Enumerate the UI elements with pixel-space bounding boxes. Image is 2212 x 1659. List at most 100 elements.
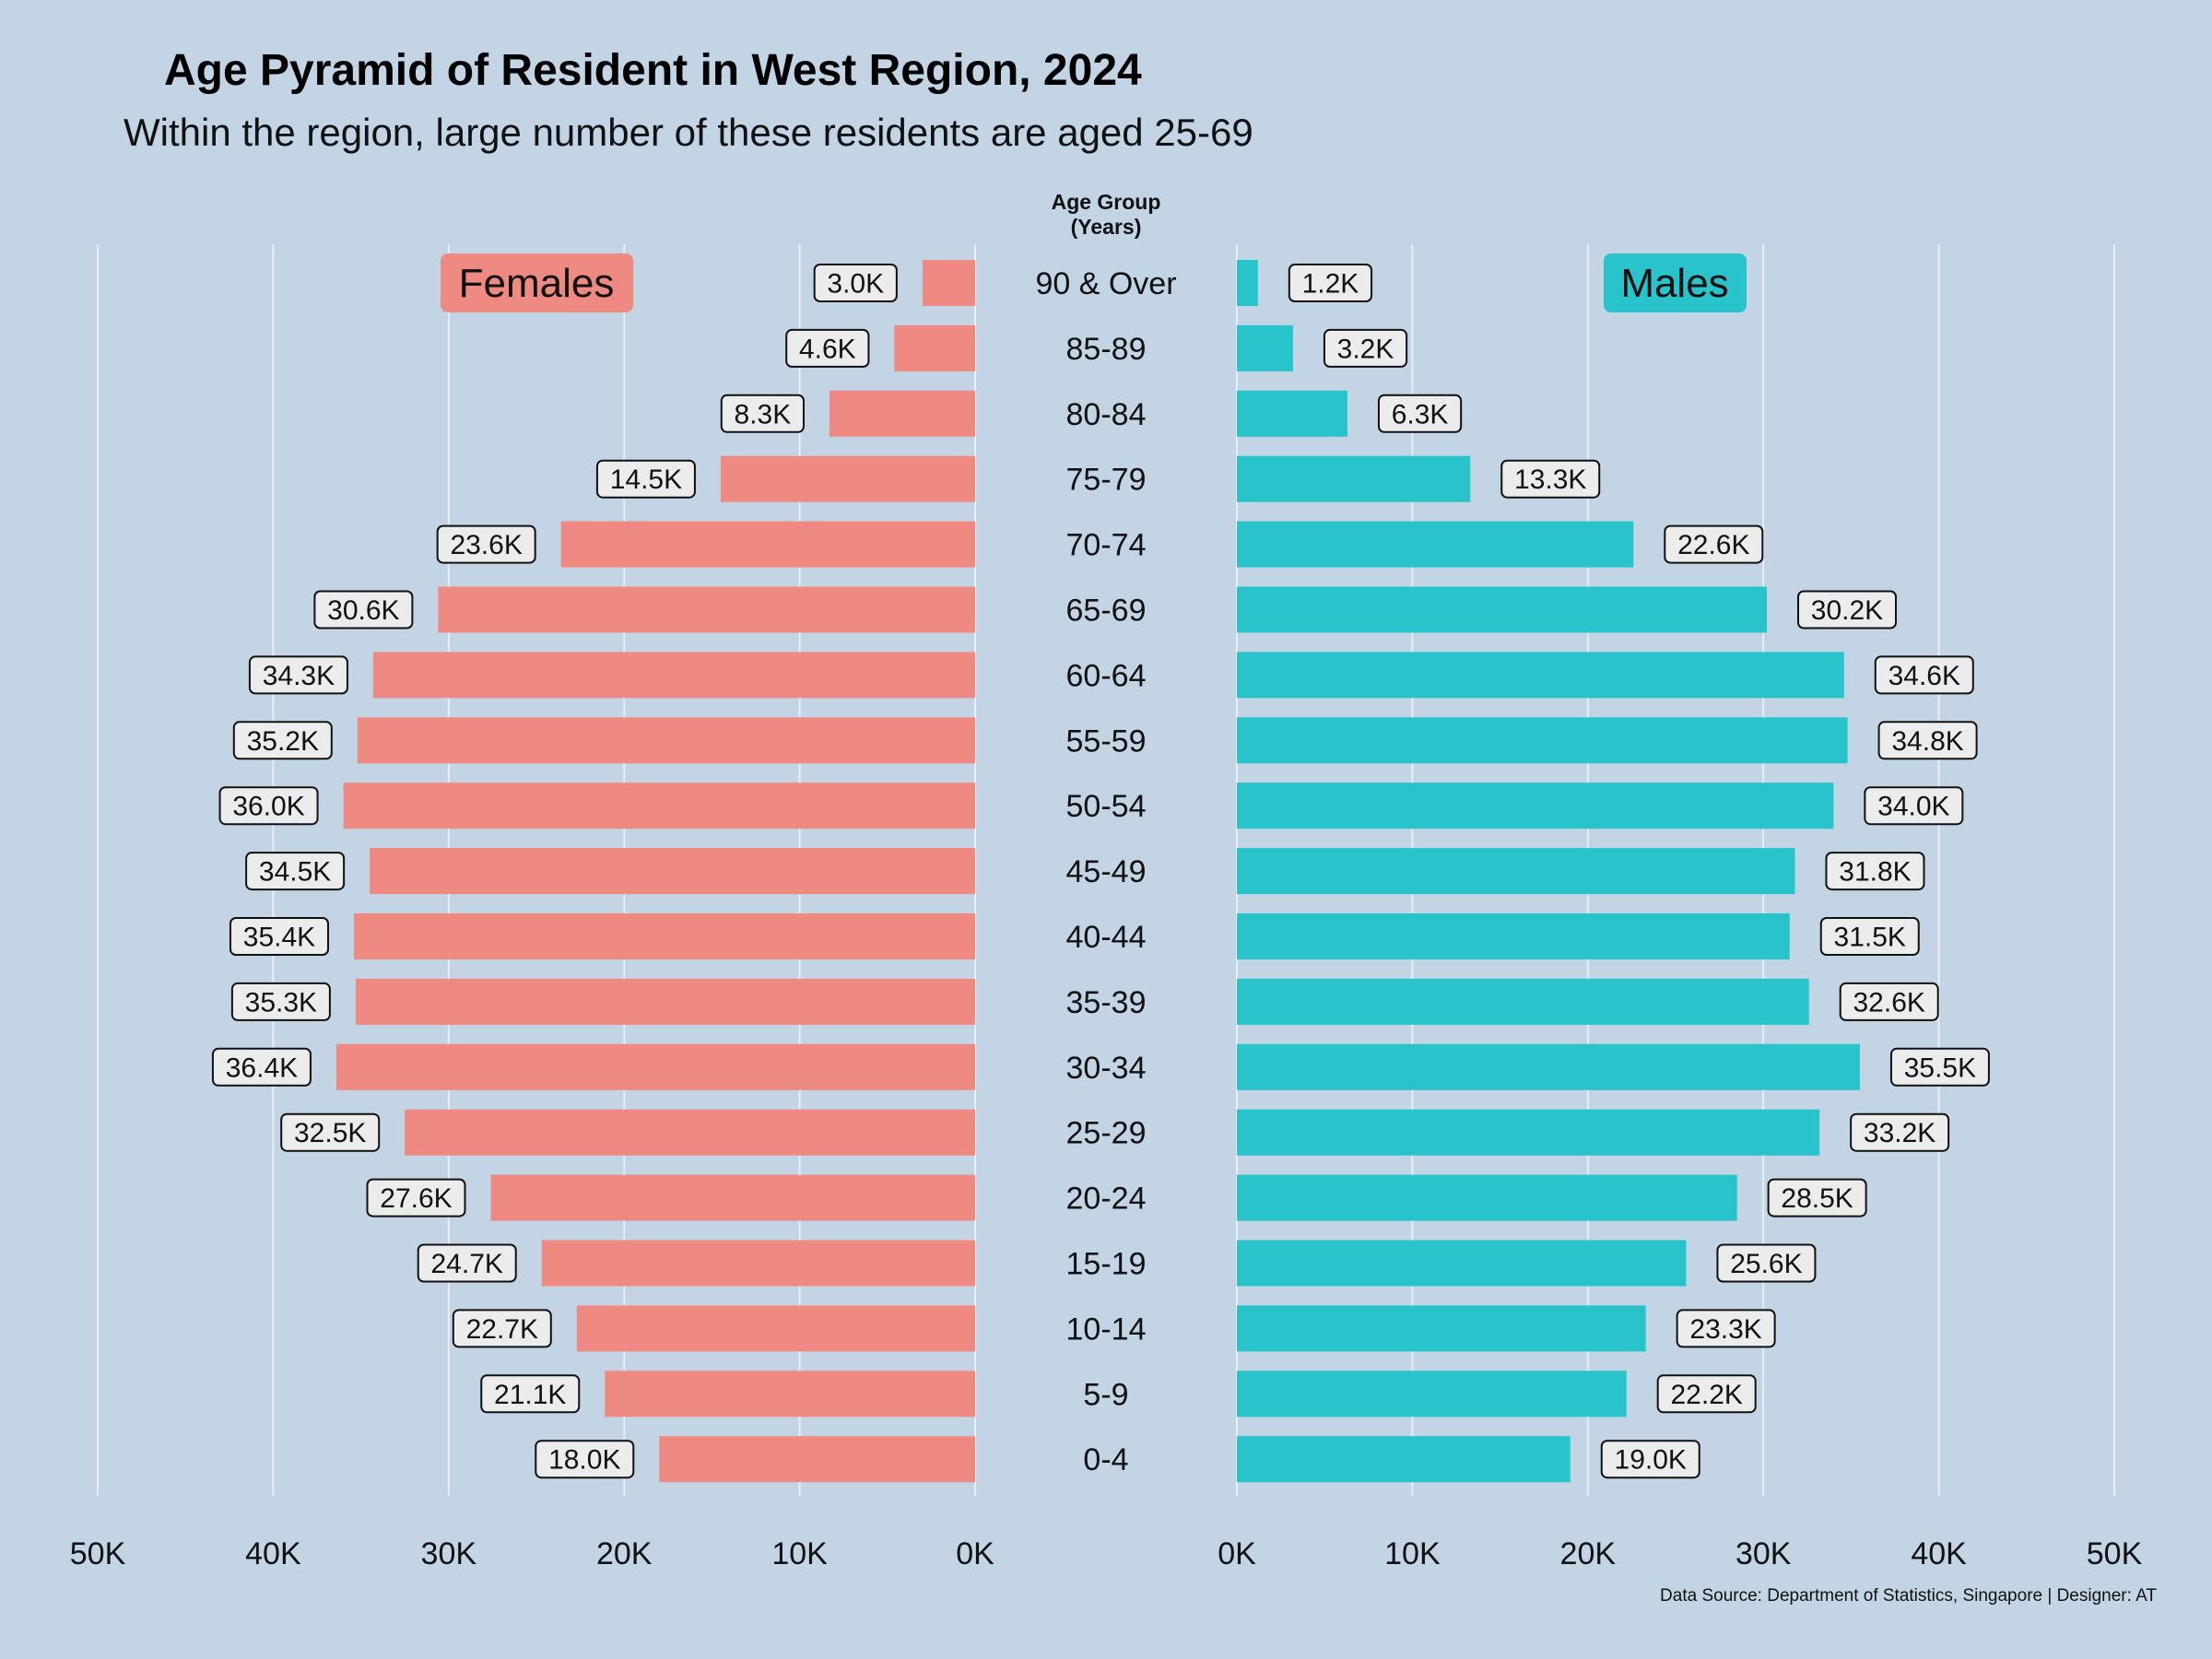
chart-caption: Data Source: Department of Statistics, S… bbox=[1660, 1586, 2157, 1606]
male-data-label-text: 34.8K bbox=[1891, 726, 1963, 757]
male-data-label-text: 25.6K bbox=[1730, 1249, 1802, 1279]
male-bar bbox=[1237, 521, 1634, 568]
male-data-label-box bbox=[1874, 655, 1974, 695]
male-bar bbox=[1237, 1240, 1687, 1287]
female-bar bbox=[894, 324, 975, 371]
male-x-tick-label: 10K bbox=[1384, 1536, 1441, 1571]
male-bar bbox=[1237, 1305, 1646, 1352]
female-data-label: 36.4K bbox=[211, 1047, 312, 1087]
male-data-label-text: 33.2K bbox=[1864, 1118, 1936, 1148]
male-bar bbox=[1237, 717, 1848, 764]
legend-females: Females bbox=[441, 253, 633, 312]
female-data-label-text: 35.3K bbox=[245, 987, 317, 1018]
age-group-label: 20-24 bbox=[1066, 1182, 1147, 1217]
male-bar bbox=[1237, 1174, 1737, 1221]
female-bar bbox=[922, 260, 975, 306]
male-data-label-box bbox=[1767, 1178, 1867, 1218]
age-group-label: 85-89 bbox=[1066, 332, 1147, 367]
female-bar bbox=[372, 652, 976, 699]
female-data-label: 8.3K bbox=[720, 394, 805, 433]
female-data-label: 24.7K bbox=[417, 1243, 517, 1283]
male-data-label-text: 6.3K bbox=[1392, 399, 1449, 429]
age-group-label: 25-29 bbox=[1066, 1116, 1147, 1151]
male-bar bbox=[1237, 260, 1258, 306]
male-data-label-box bbox=[1323, 328, 1408, 368]
female-bars bbox=[335, 260, 976, 1483]
male-data-label: 3.2K bbox=[1323, 328, 1408, 368]
male-data-label: 31.8K bbox=[1825, 852, 1925, 891]
male-data-label: 34.6K bbox=[1874, 655, 1974, 695]
male-data-label-box bbox=[1850, 1112, 1950, 1152]
female-data-label: 4.6K bbox=[785, 328, 870, 368]
female-data-label-box bbox=[595, 459, 696, 499]
female-bar bbox=[438, 586, 976, 633]
male-data-label-box bbox=[1377, 394, 1463, 433]
male-data-label-text: 31.8K bbox=[1839, 857, 1911, 888]
chart-subtitle: Within the region, large number of these… bbox=[124, 111, 1253, 154]
male-bar bbox=[1237, 652, 1844, 699]
male-data-label-text: 31.5K bbox=[1834, 923, 1906, 953]
age-group-label: 70-74 bbox=[1066, 528, 1147, 563]
male-bar bbox=[1237, 782, 1834, 830]
female-data-label: 23.6K bbox=[436, 524, 536, 564]
female-data-label: 30.6K bbox=[313, 590, 414, 629]
male-data-label: 33.2K bbox=[1850, 1112, 1950, 1152]
female-data-label: 35.3K bbox=[230, 982, 331, 1021]
female-data-label-text: 35.4K bbox=[243, 923, 315, 953]
female-x-tick-label: 10K bbox=[771, 1536, 828, 1571]
female-data-label-box bbox=[366, 1178, 466, 1218]
female-data-label: 27.6K bbox=[366, 1178, 466, 1218]
center-axis-label-line2: (Years) bbox=[1071, 215, 1142, 239]
male-bar bbox=[1237, 1109, 1820, 1156]
male-data-label-text: 34.0K bbox=[1877, 792, 1949, 822]
female-bar bbox=[541, 1240, 975, 1287]
female-data-label-text: 8.3K bbox=[735, 399, 792, 429]
age-group-label: 90 & Over bbox=[1035, 266, 1176, 301]
female-bar bbox=[605, 1371, 975, 1418]
male-bar bbox=[1237, 586, 1768, 633]
age-group-label: 60-64 bbox=[1066, 658, 1147, 693]
male-bar bbox=[1237, 913, 1790, 959]
female-data-label-text: 34.5K bbox=[259, 857, 331, 888]
male-bar bbox=[1237, 848, 1795, 895]
male-data-label-box bbox=[1500, 459, 1601, 499]
female-data-label-box bbox=[452, 1309, 552, 1348]
male-data-label: 13.3K bbox=[1500, 459, 1601, 499]
male-data-label-box bbox=[1288, 264, 1373, 302]
female-data-label-box bbox=[229, 917, 329, 956]
male-data-labels: 1.2K 3.2K 6.3K 13.3K 22.6K 30.2K 34.6K 34.8K 34.… bbox=[1288, 264, 1990, 1479]
female-bar bbox=[370, 848, 975, 895]
male-data-label-box bbox=[1889, 1047, 1990, 1087]
male-data-label: 22.2K bbox=[1656, 1374, 1757, 1414]
age-group-label: 75-79 bbox=[1066, 463, 1147, 498]
center-axis-label-line1: Age Group bbox=[1052, 190, 1161, 214]
female-data-label: 35.2K bbox=[232, 721, 333, 760]
chart-title: Age Pyramid of Resident in West Region, … bbox=[164, 46, 1142, 95]
male-data-label: 1.2K bbox=[1288, 264, 1373, 302]
female-data-label-box bbox=[813, 264, 898, 302]
female-bar bbox=[576, 1305, 975, 1352]
female-data-label: 22.7K bbox=[452, 1309, 552, 1348]
age-group-label: 65-69 bbox=[1066, 594, 1147, 629]
female-data-label-box bbox=[245, 852, 346, 891]
female-data-label: 32.5K bbox=[280, 1112, 381, 1152]
female-bar bbox=[353, 913, 975, 959]
male-data-label: 25.6K bbox=[1716, 1243, 1817, 1283]
male-bar bbox=[1237, 1043, 1860, 1090]
female-data-label-box bbox=[211, 1047, 312, 1087]
female-data-label-box bbox=[232, 721, 333, 760]
female-x-tick-label: 20K bbox=[596, 1536, 653, 1571]
female-bar bbox=[357, 717, 975, 764]
female-data-label-box bbox=[535, 1440, 635, 1479]
male-data-label-box bbox=[1716, 1243, 1817, 1283]
female-x-tick-label: 30K bbox=[421, 1536, 477, 1571]
female-bar bbox=[659, 1436, 975, 1483]
male-data-label-box bbox=[1797, 590, 1898, 629]
male-data-label-box bbox=[1664, 524, 1764, 564]
female-data-label: 3.0K bbox=[813, 264, 898, 302]
male-data-label: 6.3K bbox=[1377, 394, 1463, 433]
legend-females-box bbox=[441, 253, 633, 312]
male-x-tick-label: 20K bbox=[1560, 1536, 1617, 1571]
female-data-label-text: 22.7K bbox=[466, 1314, 538, 1345]
age-group-label: 50-54 bbox=[1066, 789, 1147, 824]
